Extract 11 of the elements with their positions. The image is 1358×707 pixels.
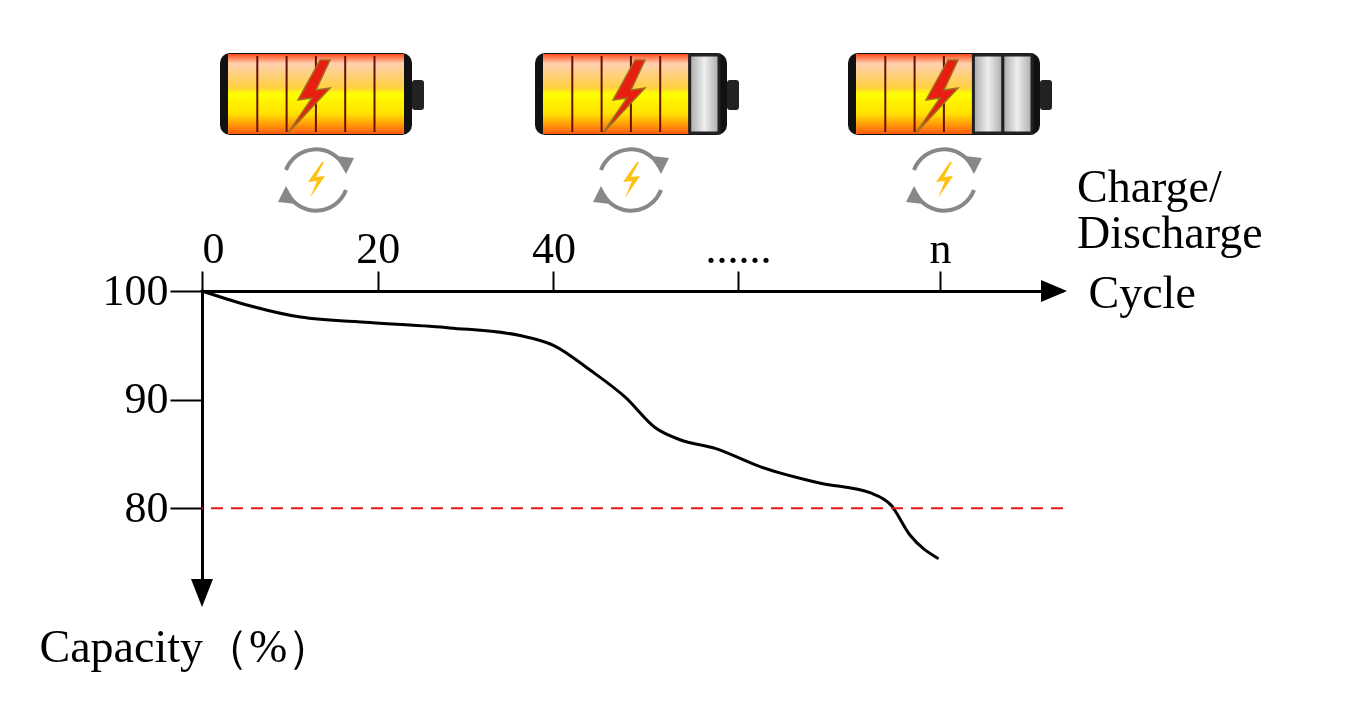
x-tick-label: n (929, 223, 952, 273)
x-tick-label: ...... (705, 223, 772, 273)
y-tick-label: 100 (102, 265, 169, 315)
y-axis-title: Capacity（%） (39, 620, 334, 672)
text: Charge/ Discharge (1077, 161, 1263, 258)
x-tick-label: 0 (202, 223, 225, 273)
x-tick-label: 40 (531, 223, 576, 273)
y-tick-label: 90 (124, 374, 169, 424)
x-axis-title: Cycle (1088, 266, 1196, 318)
y-tick-label: 80 (124, 482, 169, 532)
x-tick-label: 20 (356, 223, 401, 273)
